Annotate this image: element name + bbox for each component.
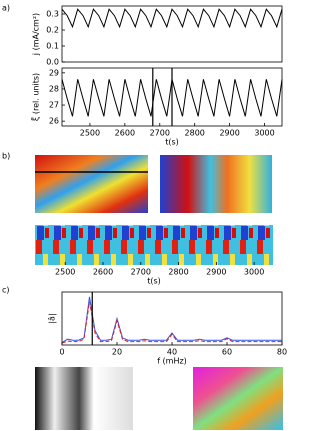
panel-label: a) (2, 4, 10, 13)
image-color (193, 367, 283, 430)
figure: a) b) c) 0.0 0.1 0.2 0.3 j (mA/cm²) 2500 2600 2… (2, 4, 287, 430)
y-tick-label: 29 (49, 68, 59, 77)
panel-label: c) (2, 286, 10, 295)
x-tick-label: 80 (277, 348, 287, 357)
image-strip (35, 225, 273, 265)
x-tick-label: 20 (112, 348, 122, 357)
x-tick-label: 40 (167, 348, 177, 357)
plot-frame (61, 291, 283, 346)
y-tick-label: 26 (49, 117, 59, 126)
y-tick-label: 0.1 (46, 42, 59, 51)
image-left (35, 155, 148, 213)
x-tick-label: 2500 (55, 268, 75, 277)
x-tick-label: 3000 (244, 268, 264, 277)
image-right (160, 155, 272, 213)
x-tick-label: 2900 (219, 129, 239, 138)
y-axis-label: j (mA/cm²) (32, 13, 41, 56)
x-axis-label: t(s) (165, 138, 179, 147)
x-tick-label: 3000 (254, 129, 274, 138)
x-tick-label: 2600 (93, 268, 113, 277)
x-tick-label: 2900 (206, 268, 226, 277)
series-line (61, 8, 283, 29)
plot-frame (61, 67, 283, 127)
panel-label: b) (2, 152, 10, 161)
x-tick-label: 2800 (168, 268, 188, 277)
x-tick-label: 2500 (80, 129, 100, 138)
x-axis-label: f (mHz) (157, 357, 187, 366)
y-tick-label: 0.2 (46, 26, 59, 35)
series-line (61, 301, 282, 344)
x-tick-label: 60 (222, 348, 232, 357)
series-line (61, 296, 282, 344)
y-tick-label: 0.0 (46, 58, 59, 67)
x-tick-label: 2700 (131, 268, 151, 277)
x-tick-label: 2700 (150, 129, 170, 138)
x-tick-label: 0 (59, 348, 64, 357)
y-tick-label: 28 (49, 84, 59, 93)
x-tick-label: 2600 (115, 129, 135, 138)
x-tick-label: 2800 (185, 129, 205, 138)
y-axis-label: |â| (48, 313, 57, 323)
x-axis-label: t(s) (147, 277, 161, 286)
image-gray (35, 367, 133, 430)
y-axis-label: ξ̃ (rel. units) (30, 73, 40, 121)
y-tick-label: 27 (49, 101, 59, 110)
y-tick-label: 0.3 (46, 10, 59, 19)
plot-frame (61, 5, 283, 63)
